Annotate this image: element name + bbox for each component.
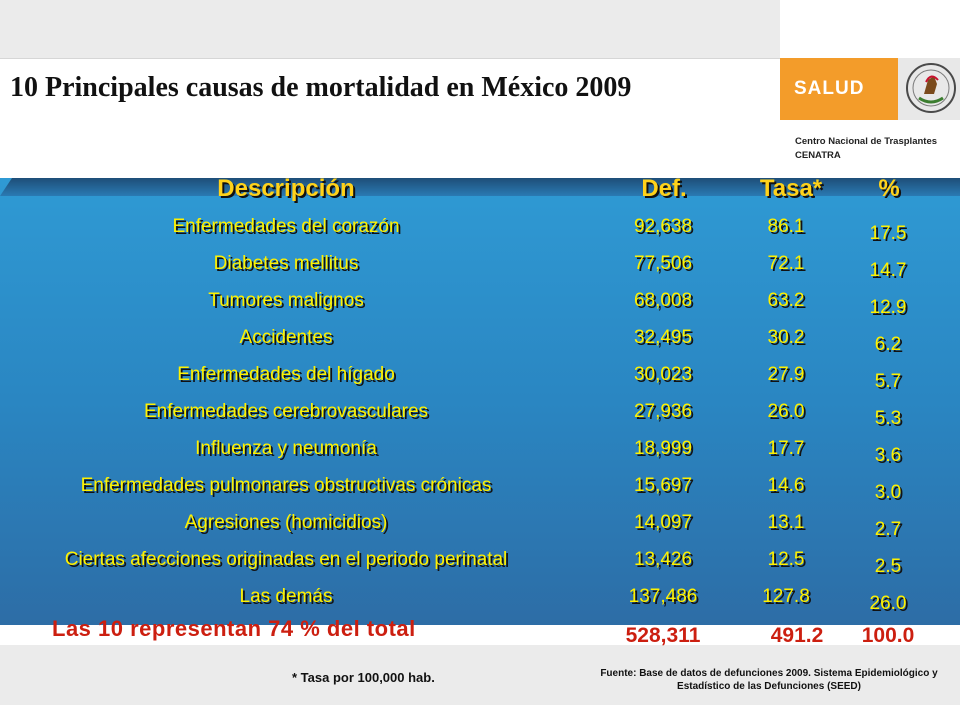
source-note: Fuente: Base de datos de defunciones 200…: [600, 668, 938, 692]
top-band: [0, 0, 780, 59]
header-rate: Tasa*: [759, 175, 823, 202]
row-deaths: 137,486: [628, 586, 698, 607]
row-rate: 63.2: [767, 290, 805, 311]
row-deaths: 32,495: [633, 327, 693, 348]
total-deaths: 528,311: [625, 624, 701, 647]
page-title: 10 Principales causas de mortalidad en M…: [10, 72, 632, 103]
mortality-table-panel: [0, 178, 960, 625]
row-description: Enfermedades cerebrovasculares: [143, 401, 429, 422]
row-percent: 2.5: [874, 556, 902, 577]
org-name-line2: CENATRA: [795, 150, 841, 161]
row-deaths: 30,023: [633, 364, 693, 385]
row-description: Accidentes: [239, 327, 333, 348]
row-rate: 14.6: [767, 475, 805, 496]
row-percent: 14.7: [869, 260, 907, 281]
row-rate: 17.7: [767, 438, 805, 459]
row-description: Agresiones (homicidios): [184, 512, 388, 533]
salud-logo-text: SALUD: [794, 78, 865, 99]
bottom-band: [0, 645, 960, 705]
org-name-line1: Centro Nacional de Trasplantes: [795, 136, 938, 147]
row-description: Enfermedades pulmonares obstructivas cró…: [80, 475, 492, 496]
row-rate: 86.1: [767, 216, 805, 237]
row-percent: 26.0: [869, 593, 907, 614]
row-percent: 5.3: [874, 408, 902, 429]
row-description: Enfermedades del hígado: [177, 364, 395, 385]
header-description: Descripción: [217, 175, 355, 202]
row-deaths: 14,097: [633, 512, 693, 533]
table-top-ribbon: [0, 178, 960, 196]
rate-footnote: * Tasa por 100,000 hab.: [292, 670, 435, 685]
row-rate: 13.1: [767, 512, 805, 533]
row-deaths: 18,999: [633, 438, 693, 459]
row-rate: 27.9: [767, 364, 805, 385]
row-percent: 3.6: [874, 445, 902, 466]
row-percent: 17.5: [869, 223, 907, 244]
total-rate: 491.2: [770, 624, 824, 647]
row-deaths: 15,697: [633, 475, 693, 496]
org-name: Centro Nacional de Trasplantes CENATRA: [795, 135, 937, 163]
row-deaths: 92,638: [633, 216, 693, 237]
row-description: Influenza y neumonía: [195, 438, 377, 459]
header-percent: %: [878, 175, 900, 202]
row-rate: 12.5: [767, 549, 805, 570]
summary-text: Las 10 representan 74 % del total: [52, 616, 416, 641]
row-description: Las demás: [239, 586, 333, 607]
national-seal-icon: [906, 63, 956, 113]
row-percent: 2.7: [874, 519, 902, 540]
row-description: Tumores malignos: [208, 290, 364, 311]
row-percent: 6.2: [874, 334, 902, 355]
header-deaths: Def.: [641, 175, 687, 202]
total-percent: 100.0: [861, 624, 915, 647]
row-deaths: 77,506: [633, 253, 693, 274]
salud-logo: SALUD: [780, 58, 898, 120]
row-percent: 12.9: [869, 297, 907, 318]
row-rate: 26.0: [767, 401, 805, 422]
row-description: Diabetes mellitus: [213, 253, 359, 274]
row-rate: 127.8: [762, 586, 810, 607]
row-deaths: 27,936: [633, 401, 693, 422]
row-percent: 5.7: [874, 371, 902, 392]
row-rate: 30.2: [767, 327, 805, 348]
row-deaths: 68,008: [633, 290, 693, 311]
row-deaths: 13,426: [633, 549, 693, 570]
row-description: Enfermedades del corazón: [172, 216, 400, 237]
row-rate: 72.1: [767, 253, 805, 274]
row-percent: 3.0: [874, 482, 902, 503]
row-description: Ciertas afecciones originadas en el peri…: [64, 549, 508, 570]
